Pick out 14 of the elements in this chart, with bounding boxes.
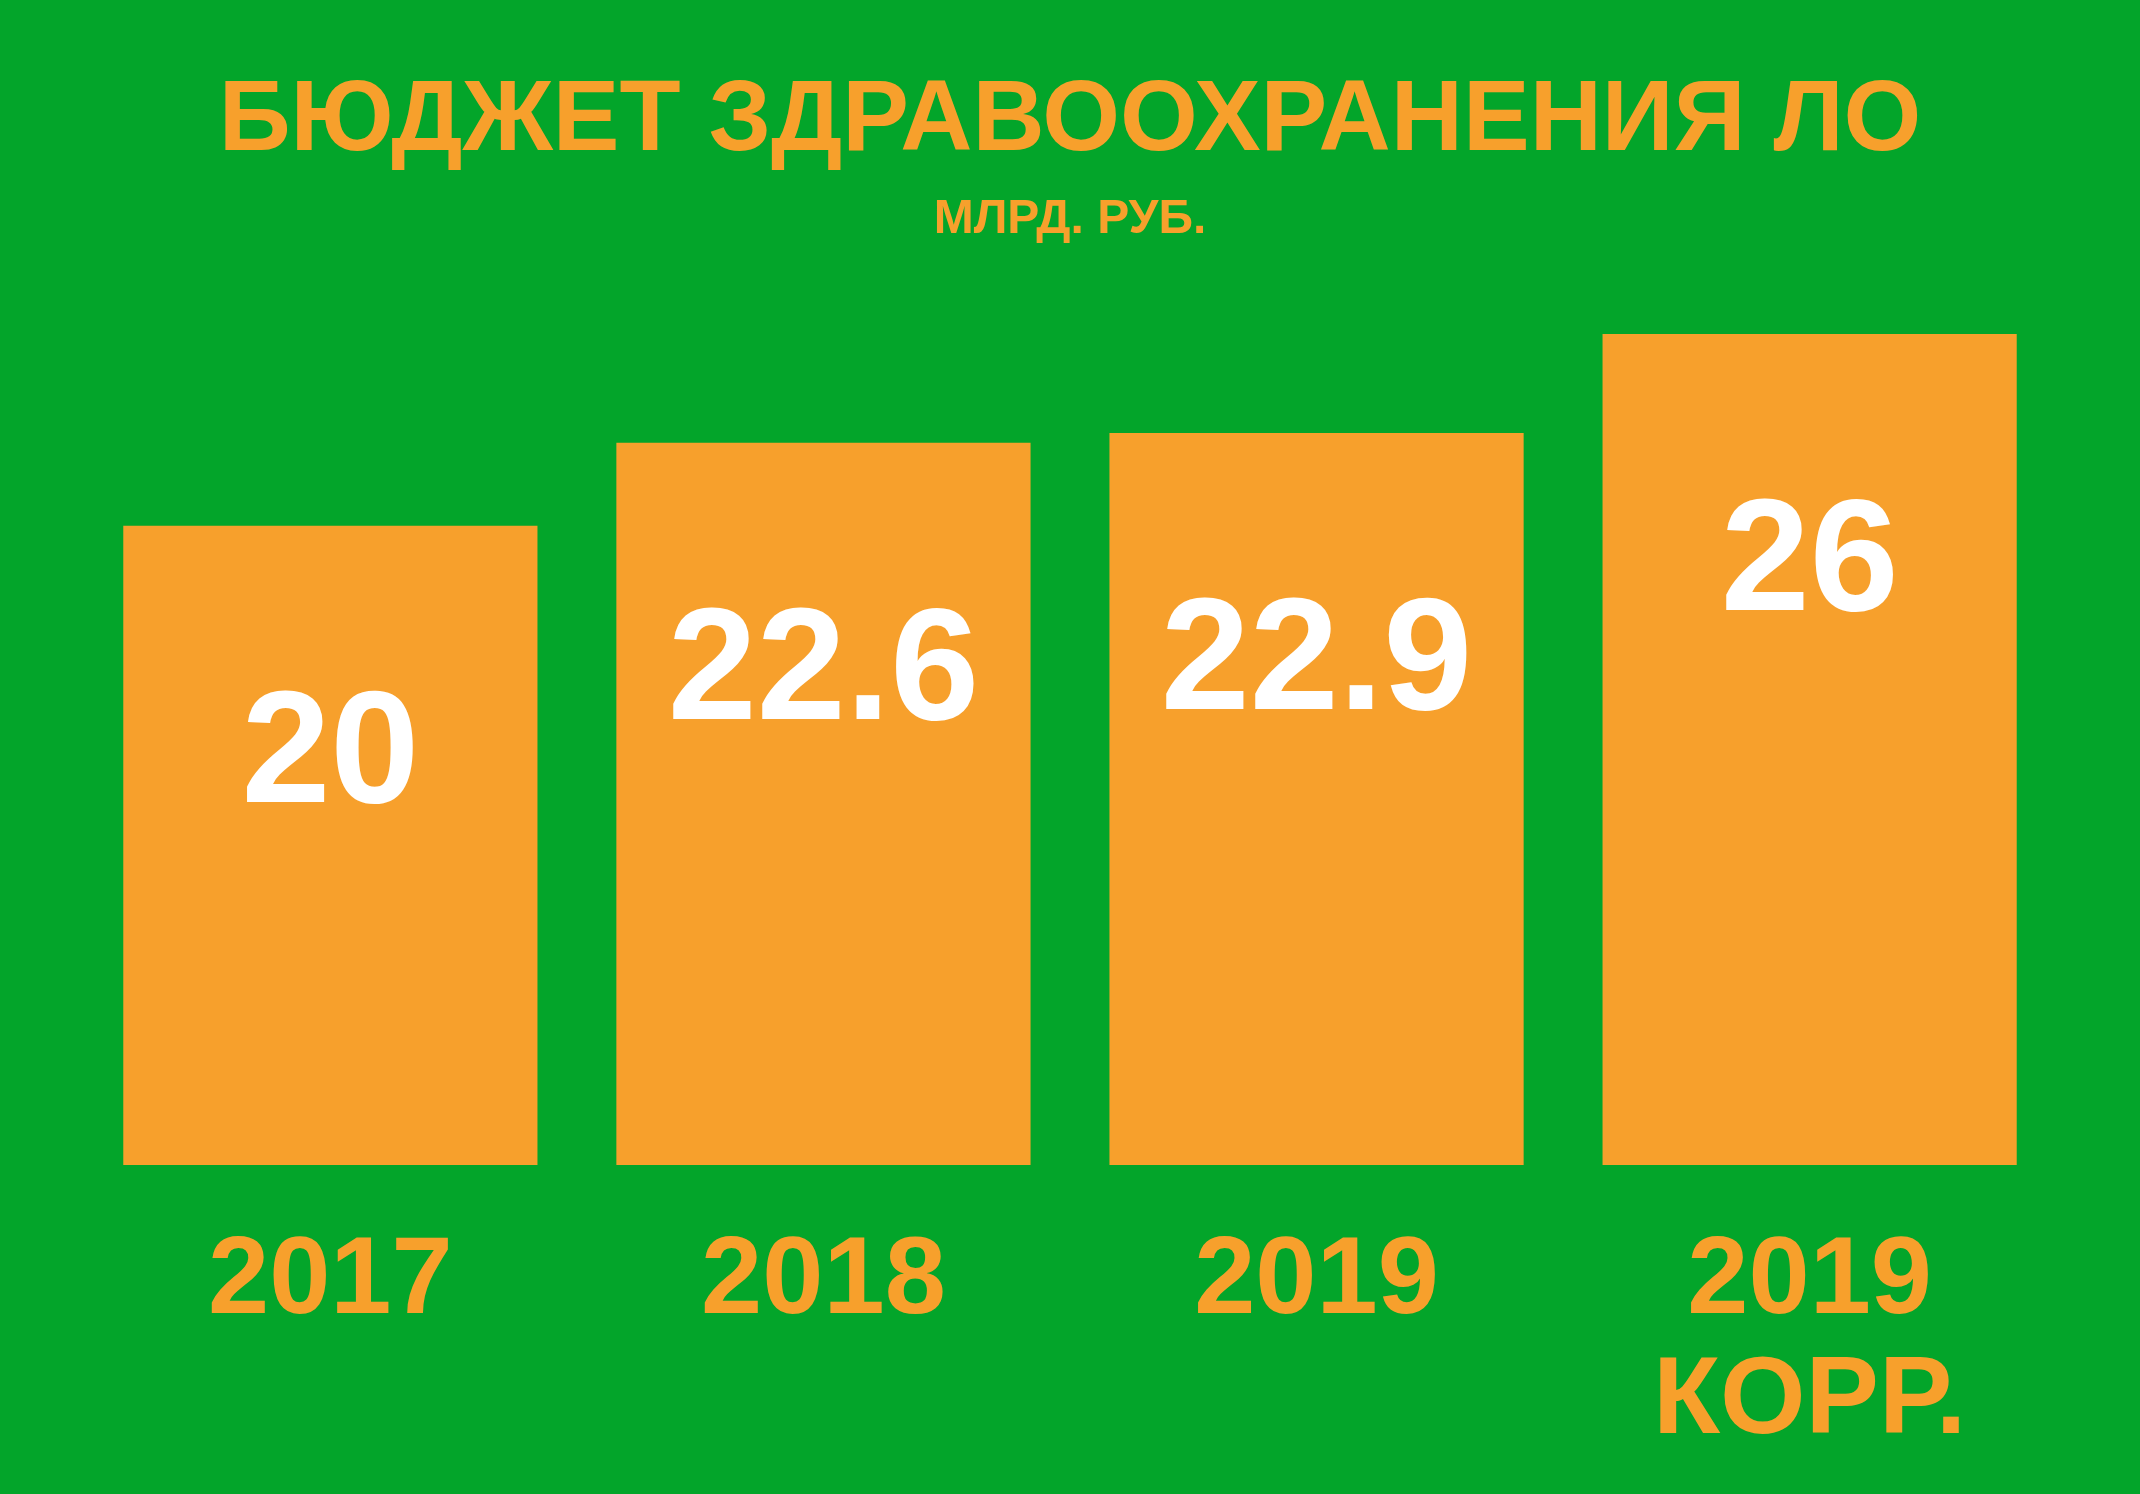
data-label: 20	[241, 656, 420, 836]
chart-subtitle: МЛРД. РУБ.	[933, 190, 1207, 243]
x-tick-label: 2018	[701, 1212, 946, 1336]
x-tick-label: 2019	[1194, 1212, 1439, 1336]
data-label: 22.6	[667, 573, 980, 753]
x-tick-label: 2017	[208, 1212, 453, 1336]
bar	[616, 442, 1031, 1165]
bar	[1602, 334, 2017, 1165]
x-tick-label: 2019 КОРР.	[1652, 1212, 1967, 1456]
data-label: 26	[1720, 465, 1899, 644]
bar	[1109, 433, 1524, 1165]
bar	[123, 525, 538, 1165]
data-label: 22.9	[1160, 564, 1473, 744]
chart-title: БЮДЖЕТ ЗДРАВООХРАНЕНИЯ ЛО	[218, 59, 1922, 171]
